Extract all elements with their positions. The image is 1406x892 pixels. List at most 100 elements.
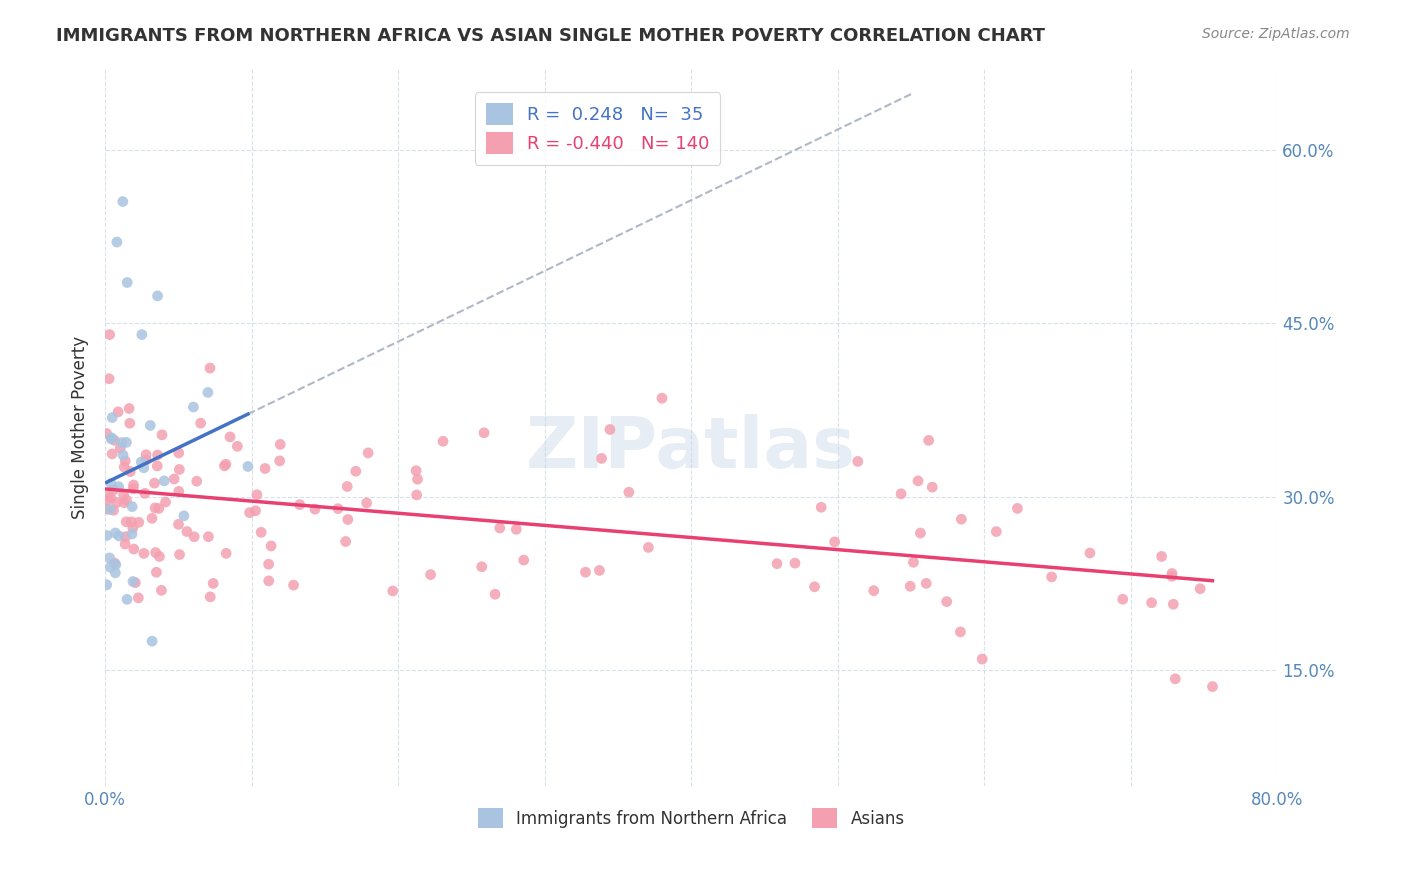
Point <box>153 474 176 488</box>
Point <box>257 574 280 588</box>
Point <box>183 400 205 414</box>
Point <box>186 474 208 488</box>
Point <box>803 580 825 594</box>
Point <box>114 537 136 551</box>
Point <box>915 576 938 591</box>
Point <box>146 289 169 303</box>
Point <box>122 574 145 589</box>
Point <box>124 575 146 590</box>
Point <box>935 594 957 608</box>
Point <box>907 474 929 488</box>
Point <box>574 565 596 579</box>
Point <box>910 526 932 541</box>
Point <box>167 484 190 499</box>
Y-axis label: Single Mother Poverty: Single Mother Poverty <box>72 335 89 519</box>
Point <box>846 454 869 468</box>
Point <box>1007 501 1029 516</box>
Point <box>145 566 167 580</box>
Point <box>405 464 427 478</box>
Point <box>246 488 269 502</box>
Text: IMMIGRANTS FROM NORTHERN AFRICA VS ASIAN SINGLE MOTHER POVERTY CORRELATION CHART: IMMIGRANTS FROM NORTHERN AFRICA VS ASIAN… <box>56 27 1045 45</box>
Point <box>505 522 527 536</box>
Point <box>121 500 143 514</box>
Point <box>986 524 1008 539</box>
Point <box>651 391 673 405</box>
Point <box>120 515 142 529</box>
Point <box>917 434 939 448</box>
Point <box>134 486 156 500</box>
Point <box>484 587 506 601</box>
Point <box>131 327 153 342</box>
Point <box>183 530 205 544</box>
Point <box>356 496 378 510</box>
Point <box>105 235 128 249</box>
Text: ZIPatlas: ZIPatlas <box>526 414 856 483</box>
Point <box>950 512 973 526</box>
Point <box>132 460 155 475</box>
Point <box>1164 672 1187 686</box>
Point <box>1163 597 1185 611</box>
Text: Source: ZipAtlas.com: Source: ZipAtlas.com <box>1202 27 1350 41</box>
Point <box>1078 546 1101 560</box>
Point <box>810 500 832 515</box>
Point <box>141 511 163 525</box>
Point <box>269 437 291 451</box>
Point <box>405 488 427 502</box>
Point <box>103 434 125 448</box>
Point <box>260 539 283 553</box>
Point <box>336 479 359 493</box>
Point <box>357 446 380 460</box>
Point <box>115 492 138 507</box>
Point <box>197 530 219 544</box>
Point <box>141 634 163 648</box>
Point <box>1160 569 1182 583</box>
Point <box>488 521 510 535</box>
Point <box>103 483 125 497</box>
Point <box>176 524 198 539</box>
Point <box>98 550 121 565</box>
Point <box>122 542 145 557</box>
Point <box>128 516 150 530</box>
Point <box>304 502 326 516</box>
Point <box>110 442 132 456</box>
Point <box>1150 549 1173 564</box>
Point <box>105 495 128 509</box>
Point <box>599 423 621 437</box>
Point <box>288 498 311 512</box>
Point <box>167 446 190 460</box>
Point <box>236 459 259 474</box>
Point <box>903 555 925 569</box>
Point <box>127 591 149 605</box>
Point <box>200 590 222 604</box>
Point <box>135 453 157 467</box>
Point <box>112 488 135 502</box>
Point <box>118 416 141 430</box>
Point <box>103 503 125 517</box>
Point <box>150 583 173 598</box>
Point <box>1161 566 1184 581</box>
Point <box>121 521 143 535</box>
Legend: Immigrants from Northern Africa, Asians: Immigrants from Northern Africa, Asians <box>471 801 911 835</box>
Point <box>283 578 305 592</box>
Point <box>107 480 129 494</box>
Point <box>336 512 359 526</box>
Point <box>96 528 118 542</box>
Point <box>135 448 157 462</box>
Point <box>219 430 242 444</box>
Point <box>145 545 167 559</box>
Point <box>783 556 806 570</box>
Point <box>202 576 225 591</box>
Point <box>190 416 212 430</box>
Point <box>121 527 143 541</box>
Point <box>115 592 138 607</box>
Point <box>214 458 236 473</box>
Point <box>326 501 349 516</box>
Point <box>132 546 155 560</box>
Point <box>146 458 169 473</box>
Point <box>250 525 273 540</box>
Point <box>617 485 640 500</box>
Point <box>1112 592 1135 607</box>
Point <box>155 495 177 509</box>
Point <box>198 361 221 376</box>
Point <box>104 558 127 572</box>
